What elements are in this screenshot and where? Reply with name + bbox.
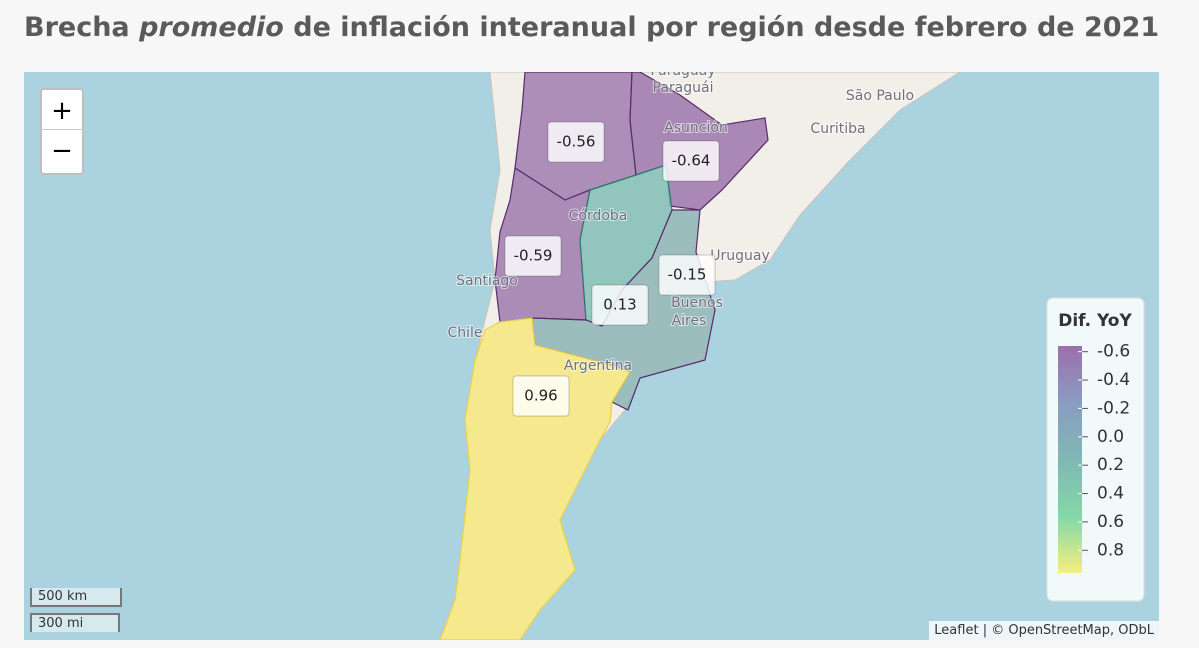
legend-gradient: [1058, 346, 1082, 573]
legend-title: Dif. YoY: [1058, 311, 1132, 331]
attribution[interactable]: Leaflet | © OpenStreetMap, ODbL: [929, 621, 1159, 640]
title: Brecha promedio de inflación interanual …: [24, 12, 1159, 43]
zoom-in[interactable]: +: [40, 88, 84, 130]
legend-tick-label: 0.2: [1097, 455, 1124, 475]
region-label-box: [547, 121, 605, 163]
title-emphasis: promedio: [139, 12, 284, 43]
legend-tick-label: 0.4: [1097, 484, 1124, 504]
region: [439, 317, 631, 640]
place-name: Córdoba: [569, 208, 628, 224]
place-name: São Paulo: [846, 88, 914, 104]
legend: Dif. YoY -0.6 -0.4 -0.2 0.0 0.2 0.4 0.6 0.8: [1046, 297, 1145, 602]
legend-tick-label: -0.6: [1097, 342, 1130, 362]
region-label: 0.13: [603, 296, 636, 314]
place-name: Uruguay: [710, 248, 770, 264]
place-name: Argentina: [564, 358, 632, 374]
place-name: Asunción: [664, 120, 728, 136]
legend-tick-label: 0.6: [1097, 512, 1124, 532]
legend-tick-label: 0.8: [1097, 540, 1124, 560]
place-name: Aires: [672, 313, 707, 329]
title-suffix: de inflación interanual por región desde…: [283, 12, 1160, 43]
zoom-out[interactable]: −: [40, 130, 84, 175]
region-label: -0.64: [672, 152, 711, 170]
scale-metric: 500 km: [30, 588, 122, 607]
region-label-box: [512, 375, 570, 417]
place-name: Curitiba: [810, 121, 865, 137]
legend-tick-label: -0.4: [1097, 370, 1130, 390]
place-name: Paraguái: [653, 80, 714, 96]
region-label: -0.59: [514, 247, 553, 265]
region-label-box: [658, 254, 716, 296]
region-label: 0.96: [524, 387, 557, 405]
place-name: Buenos: [671, 295, 723, 311]
legend-tick-label: -0.2: [1097, 398, 1130, 418]
region-label-box: [662, 140, 720, 182]
region-label-box: [591, 284, 649, 326]
region-label-box: [504, 235, 562, 277]
scale-imperial: 300 mi: [30, 613, 120, 632]
region-label: -0.56: [557, 133, 596, 151]
legend-tick-label: 0.0: [1097, 427, 1124, 447]
place-name: Chile: [447, 325, 482, 341]
title-prefix: Brecha: [24, 12, 140, 43]
region-label: -0.15: [668, 266, 707, 284]
place-name: Santiago: [456, 273, 518, 289]
place-name: Paraguay: [650, 63, 715, 79]
